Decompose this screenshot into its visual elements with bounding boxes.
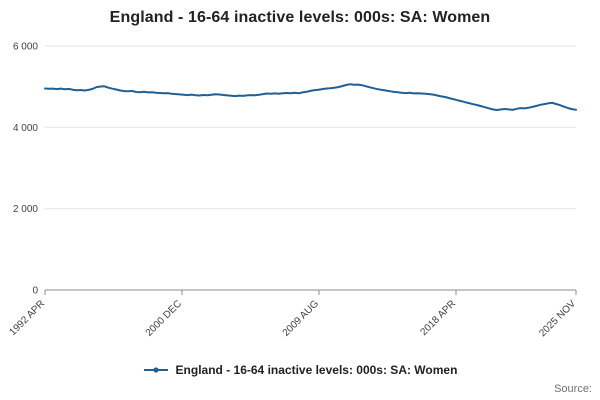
legend-line-marker: [143, 365, 169, 375]
source-label: Source:: [554, 383, 592, 395]
legend: England - 16-64 inactive levels: 000s: S…: [0, 363, 600, 377]
data-series-line: [44, 83, 577, 111]
y-axis-tick-label: 0: [32, 286, 38, 297]
y-axis-tick-label: 6 000: [13, 42, 38, 53]
line-chart: 0 2 000 4 000 6 000 1992 APR 2000 DEC 2009 AUG…: [7, 42, 578, 340]
x-axis-tick-label: 2000 DEC: [144, 298, 184, 338]
y-axis-tick-label: 2 000: [13, 204, 38, 215]
x-axis-tick-label: 2025 NOV: [537, 298, 578, 339]
x-axis-tick-label: 1992 APR: [7, 298, 47, 338]
legend-item[interactable]: England - 16-64 inactive levels: 000s: S…: [143, 363, 458, 377]
chart-title: England - 16-64 inactive levels: 000s: S…: [109, 9, 491, 26]
legend-label: England - 16-64 inactive levels: 000s: S…: [175, 363, 458, 377]
y-axis-tick-label: 4 000: [13, 123, 38, 134]
x-axis-tick-label: 2009 AUG: [281, 298, 322, 339]
x-axis-tick-label: 2018 APR: [418, 298, 458, 338]
